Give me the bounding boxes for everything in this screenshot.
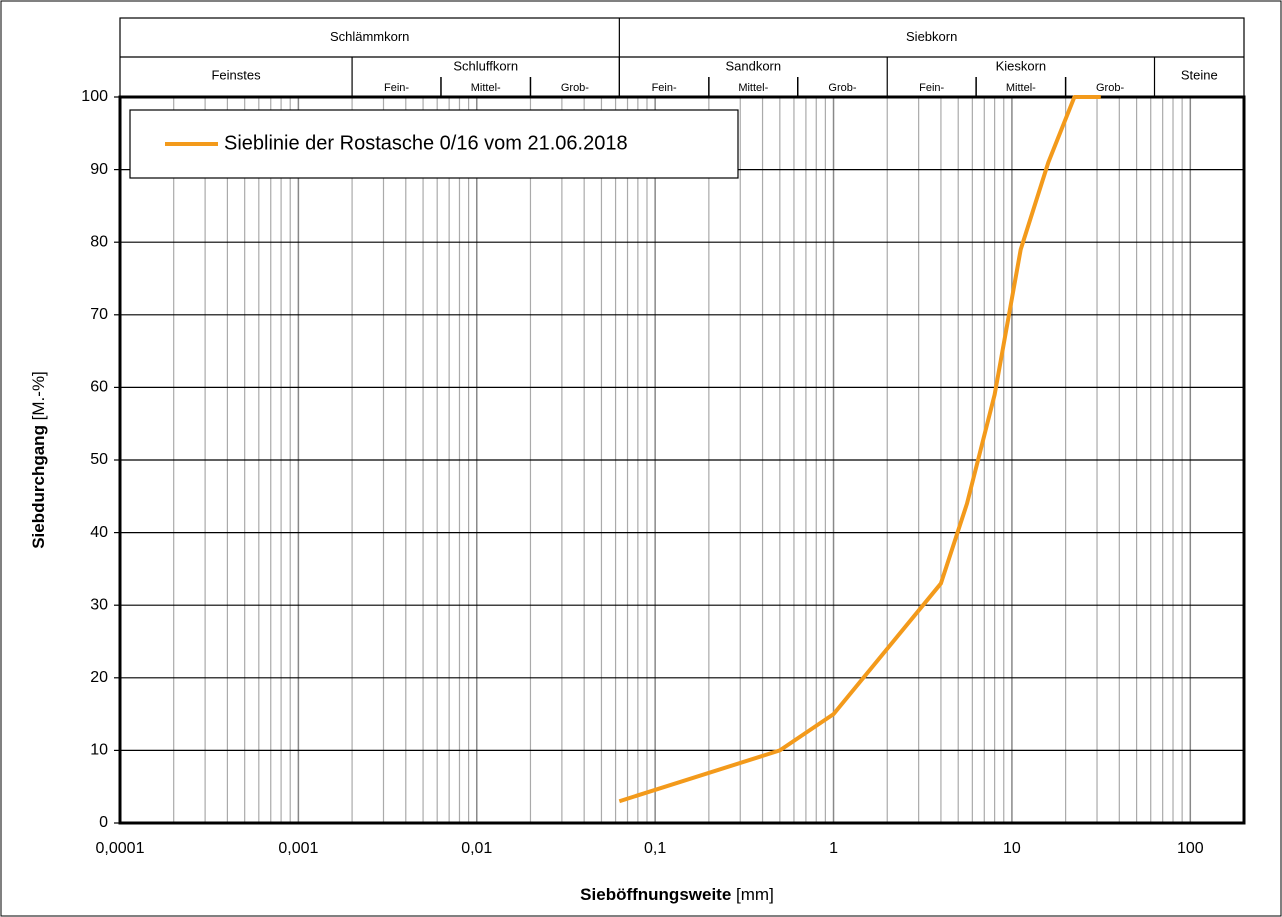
y-tick-label: 80	[90, 233, 108, 250]
header-group-label: Sandkorn	[725, 58, 781, 73]
y-axis-label: Siebdurchgang [M.-%]	[29, 371, 48, 549]
header-group-label: Steine	[1181, 67, 1218, 82]
legend-label: Sieblinie der Rostasche 0/16 vom 21.06.2…	[224, 132, 628, 154]
header-sub-label: Fein-	[652, 82, 677, 94]
header-group-label: Feinstes	[211, 67, 261, 82]
y-axis-unit: [M.-%]	[29, 371, 48, 420]
y-tick-label: 70	[90, 306, 108, 323]
x-tick-label: 100	[1177, 840, 1204, 857]
x-tick-label: 10	[1003, 840, 1021, 857]
x-tick-label: 0,1	[644, 840, 666, 857]
y-tick-label: 0	[99, 814, 108, 831]
header-sub-label: Mittel-	[471, 82, 501, 94]
header-group-label: Schluffkorn	[453, 58, 518, 73]
header-sub-label: Mittel-	[1006, 82, 1036, 94]
header-sub-label: Fein-	[919, 82, 944, 94]
x-tick-label: 1	[829, 840, 838, 857]
y-tick-label: 20	[90, 669, 108, 686]
x-axis-unit: [mm]	[736, 885, 774, 904]
plot: Sieblinie der Rostasche 0/16 vom 21.06.2…	[118, 95, 1246, 825]
y-tick-label: 10	[90, 742, 108, 759]
y-tick-label: 100	[81, 88, 108, 105]
y-tick-label: 60	[90, 379, 108, 396]
header-top-label: Schlämmkorn	[330, 29, 409, 44]
x-tick-label: 0,001	[278, 840, 318, 857]
y-tick-label: 50	[90, 451, 108, 468]
y-tick-label: 40	[90, 524, 108, 541]
header-sub-label: Grob-	[828, 82, 856, 94]
header-sub-label: Grob-	[561, 82, 589, 94]
plot-border	[118, 95, 1246, 825]
y-tick-label: 90	[90, 161, 108, 178]
legend-box	[129, 109, 739, 179]
x-axis-label: Sieböffnungsweite [mm]	[580, 885, 774, 904]
soil-class-header: Schlämmkorn Siebkorn Feinstes Schluffkorn Fe…	[119, 17, 1245, 98]
sieve-curve	[618, 95, 1101, 804]
header-sub-label: Fein-	[384, 82, 409, 94]
header-sub-label: Mittel-	[738, 82, 768, 94]
grid	[114, 96, 1244, 824]
y-tick-label: 30	[90, 596, 108, 613]
header-top-label: Siebkorn	[906, 29, 957, 44]
x-tick-label: 0,0001	[96, 840, 145, 857]
x-axis-name: Sieböffnungsweite	[580, 885, 731, 904]
y-axis-name: Siebdurchgang	[29, 425, 48, 549]
header-sub-label: Grob-	[1096, 82, 1124, 94]
header-group-label: Kieskorn	[996, 58, 1047, 73]
x-tick-label: 0,01	[461, 840, 492, 857]
